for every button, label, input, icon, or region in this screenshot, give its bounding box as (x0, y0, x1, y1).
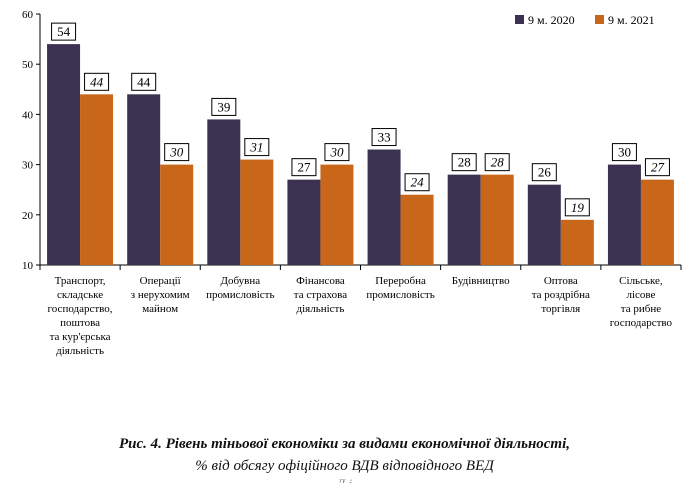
data-label-box (451, 153, 477, 172)
data-label-box (644, 158, 670, 177)
legend-swatch (595, 15, 604, 24)
x-category-label: промисловість (366, 289, 434, 301)
data-label-box (404, 173, 430, 192)
figure-caption-source: Д і (0, 476, 689, 483)
y-tick-label: 10 (22, 260, 34, 272)
data-label: 24 (411, 175, 425, 190)
y-tick-label: 40 (22, 109, 34, 121)
x-category-label: та кур'єрська (50, 331, 111, 343)
x-category-label: торгівля (541, 303, 580, 315)
bar-series2 (400, 194, 434, 265)
data-label: 44 (90, 74, 104, 89)
data-label: 44 (137, 74, 151, 89)
data-label-box (84, 72, 110, 91)
data-label-box (164, 143, 190, 162)
x-category-label: господарство, (48, 303, 113, 315)
x-category-label: Переробна (375, 275, 426, 287)
bar-series1 (527, 184, 561, 265)
data-label: 33 (378, 130, 391, 145)
data-label-box (211, 97, 237, 116)
bar-series2 (320, 164, 354, 265)
bar-series1 (447, 174, 481, 265)
data-label: 28 (458, 155, 471, 170)
legend-entry: 9 м. 2021 (608, 13, 655, 27)
x-category-label: майном (142, 303, 178, 315)
bar-series2 (560, 219, 594, 265)
data-label: 39 (217, 99, 230, 114)
legend-swatch (515, 15, 524, 24)
y-tick-label: 60 (22, 9, 34, 21)
x-category-label: та страхова (294, 289, 347, 301)
x-category-label: Будівництво (452, 275, 510, 287)
data-label: 30 (618, 145, 631, 160)
x-category-label: Сільське, (619, 275, 663, 287)
data-label-box (371, 128, 397, 147)
bar-series2 (640, 179, 674, 265)
bar-series2 (160, 164, 194, 265)
data-label-box (484, 153, 510, 172)
bar-series1 (47, 44, 81, 266)
x-category-label: та рибне (621, 303, 661, 315)
x-category-label: та роздрібна (532, 289, 590, 301)
data-label: 54 (57, 24, 71, 39)
x-category-label: діяльність (56, 345, 104, 357)
bar-series1 (607, 164, 641, 265)
y-tick-label: 50 (22, 59, 34, 71)
data-label: 27 (651, 160, 665, 175)
bar-chart: 10 20 30 40 50 60 54 44 Транспорт, складське госпо… (22, 9, 682, 357)
data-label-box (291, 158, 317, 177)
x-category-label: діяльність (297, 303, 345, 315)
x-category-label: Добувна (220, 275, 260, 287)
x-category-label: господарство (610, 317, 673, 329)
y-tick-label: 20 (22, 210, 34, 222)
bar-series1 (287, 179, 321, 265)
data-label-box (531, 163, 557, 182)
data-label: 30 (169, 145, 184, 160)
x-category-label: складське (57, 289, 103, 301)
legend-entry: 9 м. 2020 (528, 13, 575, 27)
bar-series1 (367, 149, 401, 265)
data-label-box (611, 143, 637, 162)
data-label-box (244, 138, 270, 157)
x-category-label: з нерухомим (131, 289, 190, 301)
x-category-label: Фінансова (296, 275, 345, 287)
x-category-label: лісове (626, 289, 655, 301)
x-category-label: промисловість (206, 289, 274, 301)
data-label: 30 (329, 145, 344, 160)
data-label: 27 (297, 160, 311, 175)
figure-caption-subtitle: % від обсягу офіційного ВДВ відповідного… (195, 458, 494, 474)
x-category-label: Транспорт, (55, 275, 106, 287)
bar-series2 (480, 174, 514, 265)
data-label-box (131, 72, 157, 91)
data-label-box (51, 22, 77, 41)
x-category-label: Оптова (544, 275, 578, 287)
data-label-box (564, 198, 590, 217)
x-category-label: Операції (140, 275, 182, 287)
figure-caption-title: Рис. 4. Рівень тіньової економіки за вид… (118, 436, 571, 452)
bar-series2 (80, 94, 114, 265)
data-label: 28 (491, 155, 505, 170)
bar-series1 (207, 119, 241, 265)
bar-series1 (127, 94, 161, 265)
bar-series2 (240, 159, 274, 265)
x-category-label: поштова (60, 317, 100, 329)
data-label: 31 (249, 140, 263, 155)
data-label: 19 (571, 200, 585, 215)
data-label-box (324, 143, 350, 162)
data-label: 26 (538, 165, 552, 180)
y-tick-label: 30 (22, 160, 34, 172)
